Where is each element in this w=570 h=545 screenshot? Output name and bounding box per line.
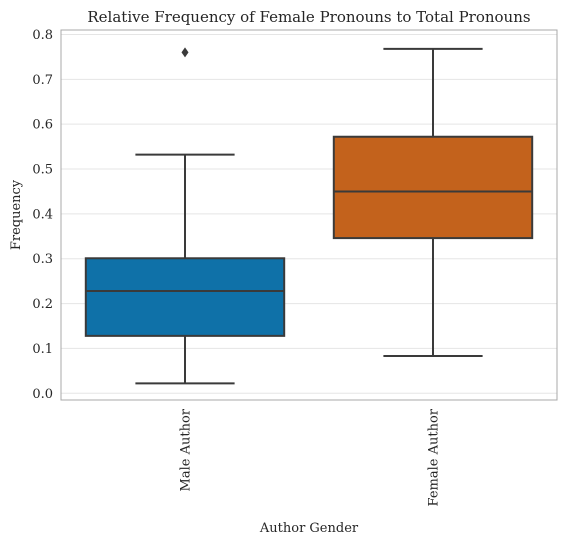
y-tick-label: 0.6 [32, 118, 53, 133]
x-ticks: Male Author Female Author [179, 408, 442, 506]
y-ticks: 0.0 0.1 0.2 0.3 0.4 0.5 0.6 0.7 0.8 [32, 28, 53, 402]
x-axis-label: Author Gender [259, 521, 359, 536]
chart-title: Relative Frequency of Female Pronouns to… [87, 8, 530, 26]
y-tick-label: 0.3 [32, 252, 53, 267]
y-tick-label: 0.5 [32, 163, 53, 178]
x-tick-label: Female Author [427, 408, 442, 506]
box-group-female-author [332, 47, 534, 358]
y-tick-label: 0.8 [32, 28, 53, 43]
y-tick-label: 0.2 [32, 297, 53, 312]
iqr-box [332, 135, 534, 240]
y-tick-label: 0.0 [32, 387, 53, 402]
y-tick-label: 0.4 [32, 207, 53, 222]
y-axis-label: Frequency [9, 179, 24, 250]
box-group-male-author [84, 47, 286, 385]
boxes-layer [84, 47, 534, 385]
outlier-point [181, 47, 189, 58]
x-tick-label: Male Author [179, 408, 194, 491]
y-tick-label: 0.7 [32, 73, 53, 88]
iqr-box [84, 257, 286, 337]
y-tick-label: 0.1 [32, 342, 53, 357]
plot-frame [60, 29, 558, 401]
